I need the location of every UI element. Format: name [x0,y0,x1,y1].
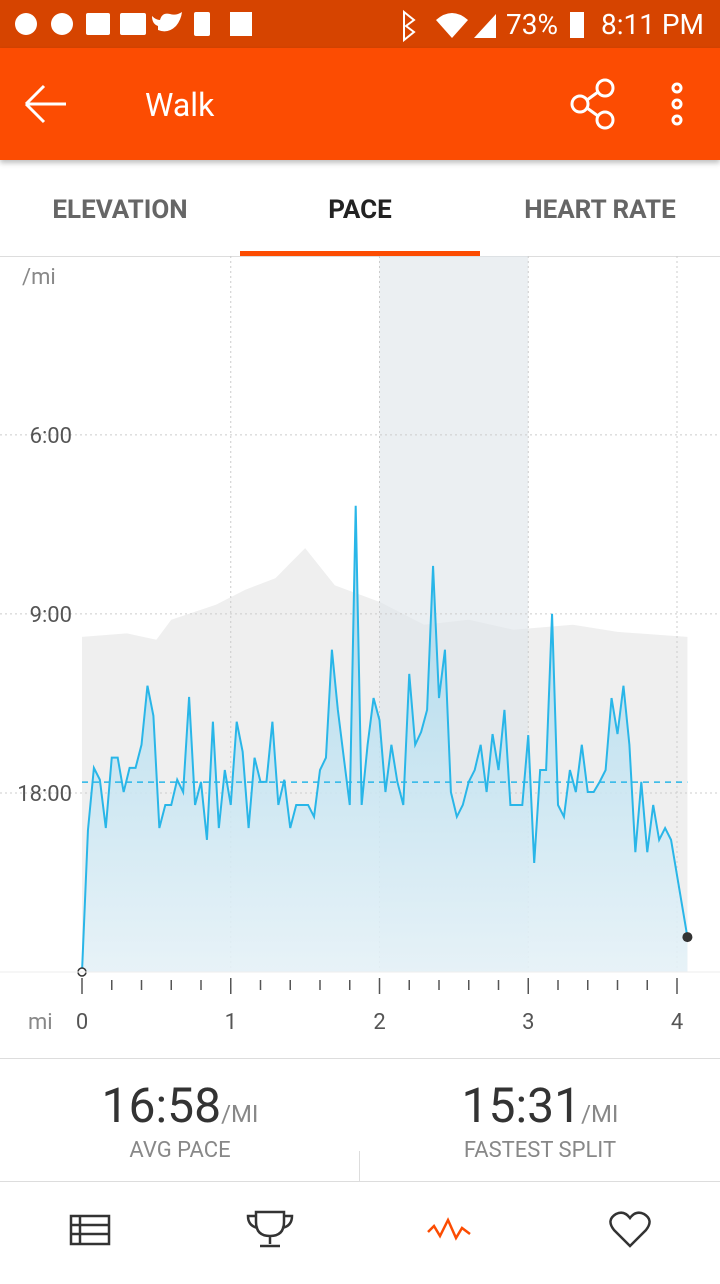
stat: 16:58/MI AVG PACE [0,1059,360,1163]
x-tick-label: 2 [373,1010,385,1035]
divider [359,1151,360,1181]
stat-label: AVG PACE [129,1138,231,1163]
nav-health[interactable] [609,1211,651,1248]
y-tick-label: 9:00 [30,603,72,628]
stats-panel: 16:58/MI AVG PACE 15:31/MI FASTEST SPLIT [0,1058,720,1182]
stat-value: 15:31 [461,1077,582,1134]
x-axis-label: mi [28,1010,53,1035]
stat: 15:31/MI FASTEST SPLIT [360,1059,720,1163]
y-tick-label: 6:00 [30,424,72,449]
x-tick-label: 4 [671,1010,683,1035]
clock: 8:11 PM [601,8,704,41]
nav-challenges[interactable] [246,1210,294,1248]
x-tick-label: 3 [522,1010,534,1035]
chart: /mi mi 6:00 9:00 18:00 0 1 2 3 4 [0,256,720,1035]
back-button[interactable] [24,84,66,124]
nav-icons [69,1210,651,1248]
tab-bar: ELEVATION PACE HEART RATE [0,160,720,257]
x-tick-label: 0 [76,1010,88,1035]
x-tick-label: 1 [225,1010,237,1035]
stat-unit: /MI [581,1100,619,1128]
screen-title: Walk [145,86,215,124]
battery-level: 73% [506,8,558,41]
tab[interactable]: HEART RATE [524,195,676,225]
end-point [682,932,693,943]
pace-line [81,505,689,973]
tab-active[interactable]: PACE [328,195,392,225]
tab-indicator [240,251,480,256]
nav-activity[interactable] [427,1217,471,1241]
bottom-nav [0,1180,720,1280]
stat-value: 16:58 [101,1077,222,1134]
y-axis-label: /mi [22,265,56,290]
menu-button[interactable] [671,82,683,126]
app-bar-icons: Walk [24,78,683,130]
stat-label: FASTEST SPLIT [463,1138,617,1163]
tab[interactable]: ELEVATION [52,195,188,225]
stat-unit: /MI [221,1100,259,1128]
pace-area [82,505,688,972]
status-bar: 73% 8:11 PM [0,0,720,48]
status-icons: 73% 8:11 PM [15,8,704,43]
nav-feed[interactable] [69,1214,111,1246]
share-button[interactable] [570,78,615,130]
y-tick-label: 18:00 [17,782,72,807]
app-bar: Walk [0,48,720,160]
